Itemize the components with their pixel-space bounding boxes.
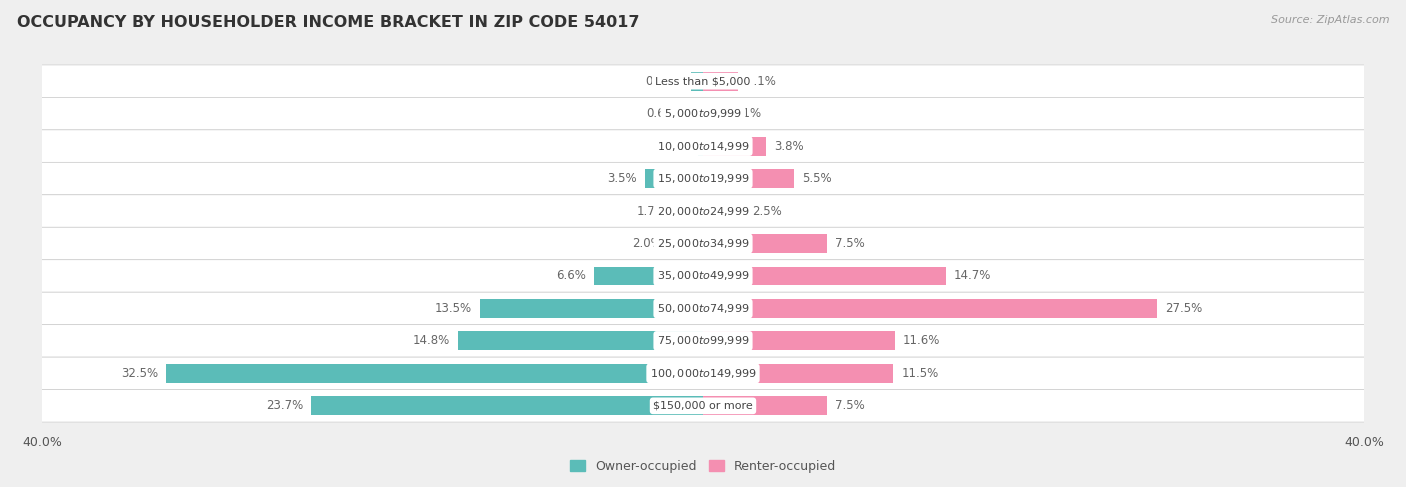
- FancyBboxPatch shape: [34, 260, 1372, 292]
- Bar: [166, 364, 703, 383]
- Text: 0.74%: 0.74%: [645, 75, 682, 88]
- Text: 7.5%: 7.5%: [835, 237, 865, 250]
- Text: $100,000 to $149,999: $100,000 to $149,999: [650, 367, 756, 380]
- FancyBboxPatch shape: [34, 390, 1372, 422]
- Text: 23.7%: 23.7%: [266, 399, 304, 412]
- Bar: [703, 234, 827, 253]
- FancyBboxPatch shape: [34, 357, 1372, 390]
- Text: $50,000 to $74,999: $50,000 to $74,999: [657, 302, 749, 315]
- Bar: [669, 234, 703, 253]
- Text: 0.81%: 0.81%: [724, 107, 762, 120]
- FancyBboxPatch shape: [34, 325, 1372, 357]
- Text: 11.5%: 11.5%: [901, 367, 938, 380]
- Text: 2.5%: 2.5%: [752, 205, 782, 218]
- Bar: [675, 202, 703, 221]
- Text: 0.28%: 0.28%: [652, 140, 690, 152]
- Bar: [703, 299, 1157, 318]
- Bar: [690, 72, 703, 91]
- Text: 3.8%: 3.8%: [775, 140, 804, 152]
- FancyBboxPatch shape: [34, 97, 1372, 130]
- Text: $75,000 to $99,999: $75,000 to $99,999: [657, 335, 749, 347]
- Bar: [703, 332, 894, 350]
- Text: 32.5%: 32.5%: [121, 367, 157, 380]
- Bar: [703, 72, 738, 91]
- Bar: [703, 202, 744, 221]
- Bar: [703, 266, 946, 285]
- FancyBboxPatch shape: [34, 195, 1372, 227]
- Bar: [703, 104, 717, 123]
- Text: 2.0%: 2.0%: [631, 237, 662, 250]
- Text: 2.1%: 2.1%: [747, 75, 776, 88]
- Text: 11.6%: 11.6%: [903, 335, 941, 347]
- Text: Less than $5,000: Less than $5,000: [655, 76, 751, 86]
- FancyBboxPatch shape: [34, 292, 1372, 325]
- Bar: [692, 104, 703, 123]
- Bar: [312, 396, 703, 415]
- Text: $35,000 to $49,999: $35,000 to $49,999: [657, 269, 749, 282]
- Text: 14.7%: 14.7%: [955, 269, 991, 282]
- Bar: [703, 169, 794, 188]
- Text: 3.5%: 3.5%: [607, 172, 637, 185]
- Text: $5,000 to $9,999: $5,000 to $9,999: [664, 107, 742, 120]
- Text: 5.5%: 5.5%: [801, 172, 832, 185]
- Text: 0.67%: 0.67%: [647, 107, 683, 120]
- Text: $20,000 to $24,999: $20,000 to $24,999: [657, 205, 749, 218]
- Text: 14.8%: 14.8%: [413, 335, 450, 347]
- Text: Source: ZipAtlas.com: Source: ZipAtlas.com: [1271, 15, 1389, 25]
- Bar: [703, 396, 827, 415]
- FancyBboxPatch shape: [34, 65, 1372, 97]
- Bar: [458, 332, 703, 350]
- FancyBboxPatch shape: [34, 227, 1372, 260]
- Bar: [703, 364, 893, 383]
- Text: $15,000 to $19,999: $15,000 to $19,999: [657, 172, 749, 185]
- Text: $25,000 to $34,999: $25,000 to $34,999: [657, 237, 749, 250]
- Text: 1.7%: 1.7%: [637, 205, 666, 218]
- Text: $10,000 to $14,999: $10,000 to $14,999: [657, 140, 749, 152]
- Bar: [645, 169, 703, 188]
- Bar: [699, 137, 703, 155]
- FancyBboxPatch shape: [34, 162, 1372, 195]
- Bar: [479, 299, 703, 318]
- Text: 6.6%: 6.6%: [555, 269, 586, 282]
- Legend: Owner-occupied, Renter-occupied: Owner-occupied, Renter-occupied: [565, 455, 841, 478]
- Bar: [593, 266, 703, 285]
- Text: $150,000 or more: $150,000 or more: [654, 401, 752, 411]
- Text: 13.5%: 13.5%: [434, 302, 471, 315]
- Text: 27.5%: 27.5%: [1166, 302, 1202, 315]
- Bar: [703, 137, 766, 155]
- FancyBboxPatch shape: [34, 130, 1372, 162]
- Text: 7.5%: 7.5%: [835, 399, 865, 412]
- Text: OCCUPANCY BY HOUSEHOLDER INCOME BRACKET IN ZIP CODE 54017: OCCUPANCY BY HOUSEHOLDER INCOME BRACKET …: [17, 15, 640, 30]
